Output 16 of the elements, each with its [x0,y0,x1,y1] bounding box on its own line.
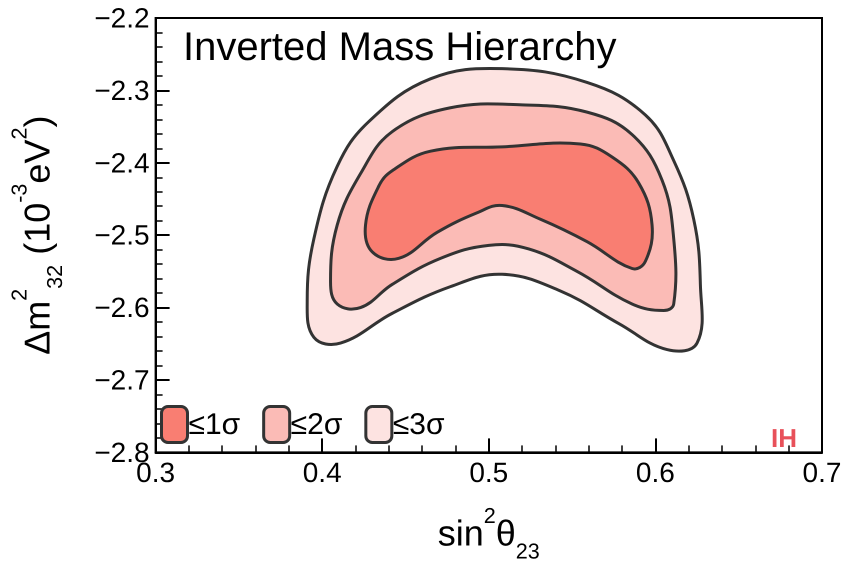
x-tick-label: 0.5 [469,456,508,488]
y-tick-label: −2.5 [94,220,150,251]
y-tick-label: −2.6 [94,292,150,324]
y-tick-label: −2.2 [94,2,150,34]
y-axis-title: Δm232 (10-3eV2) [6,116,68,355]
legend-label: ≤3σ [392,408,445,441]
annotation: IH [771,423,797,453]
x-tick-label: 0.4 [302,456,342,488]
legend-label: ≤1σ [188,408,241,441]
y-tick-label: −2.7 [94,364,150,396]
x-tick-label: 0.7 [802,456,842,488]
x-tick-label: 0.6 [636,456,675,488]
legend-label: ≤2σ [290,408,343,441]
chart-title: Inverted Mass Hierarchy [183,25,616,69]
y-tick-label: −2.3 [94,74,150,106]
y-tick-label: −2.4 [94,147,150,178]
